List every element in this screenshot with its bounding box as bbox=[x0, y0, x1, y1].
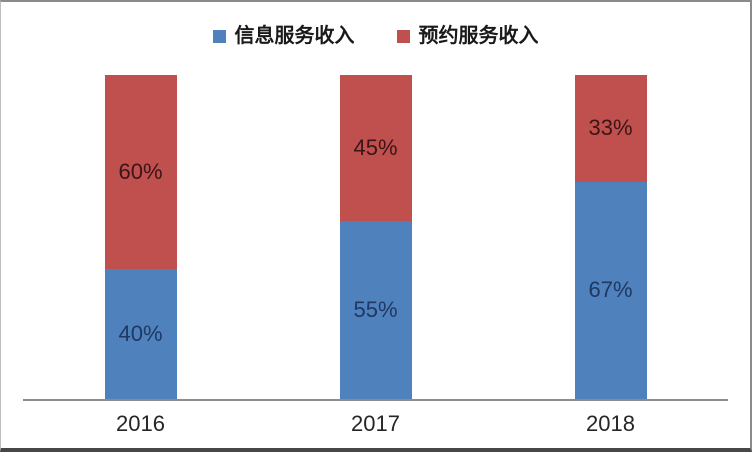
x-axis-label-2018: 2018 bbox=[586, 411, 635, 436]
segment-info-service-revenue-2017: 55% bbox=[339, 220, 412, 399]
bar-2018: 33% 67% bbox=[574, 75, 647, 399]
segment-booking-service-revenue-2017: 45% bbox=[339, 75, 412, 221]
data-label-info-service-revenue-2018: 67% bbox=[588, 277, 633, 303]
legend-label: 预约服务收入 bbox=[418, 25, 539, 47]
data-label-info-service-revenue-2016: 40% bbox=[118, 321, 163, 347]
segment-info-service-revenue-2016: 40% bbox=[104, 269, 177, 399]
segment-booking-service-revenue-2018: 33% bbox=[574, 75, 647, 182]
bar-2016: 60% 40% bbox=[104, 75, 177, 399]
data-label-booking-service-revenue-2016: 60% bbox=[118, 159, 163, 185]
x-axis-label-2017: 2017 bbox=[351, 411, 400, 436]
data-label-booking-service-revenue-2017: 45% bbox=[353, 134, 398, 160]
bar-2017: 45% 55% bbox=[339, 75, 412, 399]
legend-label: 信息服务收入 bbox=[234, 25, 355, 47]
plot-area: 60% 40% 45% 55% 33% 67% bbox=[23, 75, 728, 401]
chart-legend: 信息服务收入 预约服务收入 bbox=[1, 2, 750, 50]
segment-booking-service-revenue-2016: 60% bbox=[104, 75, 177, 270]
data-label-info-service-revenue-2017: 55% bbox=[353, 296, 398, 322]
legend-item-booking-service-revenue: 预约服务收入 bbox=[396, 25, 539, 47]
data-label-booking-service-revenue-2018: 33% bbox=[588, 115, 633, 141]
x-axis-label-2016: 2016 bbox=[116, 411, 165, 436]
legend-marker-icon bbox=[396, 29, 410, 43]
x-axis-labels: 2016 2017 2018 bbox=[23, 401, 728, 437]
legend-item-info-service-revenue: 信息服务收入 bbox=[212, 25, 355, 47]
legend-marker-icon bbox=[212, 29, 226, 43]
segment-info-service-revenue-2018: 67% bbox=[574, 181, 647, 399]
